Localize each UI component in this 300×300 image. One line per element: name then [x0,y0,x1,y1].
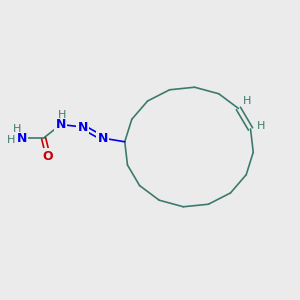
Text: H: H [6,135,15,145]
Text: N: N [78,121,88,134]
Text: N: N [56,118,66,131]
Text: H: H [58,110,67,120]
Text: N: N [98,132,108,145]
Text: H: H [257,121,266,131]
Text: H: H [243,96,252,106]
Text: H: H [13,124,22,134]
Text: N: N [17,132,27,145]
Text: O: O [43,150,53,163]
